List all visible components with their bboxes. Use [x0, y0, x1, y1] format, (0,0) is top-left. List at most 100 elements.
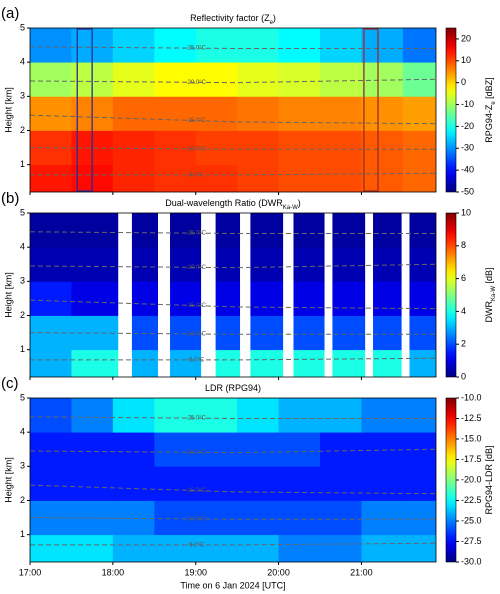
heatmap-cell [293, 213, 325, 248]
isotherm-label: -25.0°C [186, 231, 207, 237]
heatmap-cell [361, 130, 404, 166]
heatmap-cell [332, 349, 366, 377]
text-part: DWR [484, 301, 494, 323]
panel-label: (c) [1, 375, 19, 392]
heatmap-cell [402, 28, 436, 63]
isotherm-label: -10.0°C [186, 147, 207, 153]
heatmap-cell [71, 432, 114, 467]
isotherm-label: -5.0°C [187, 357, 205, 363]
isotherm [30, 542, 436, 546]
plot-frame [29, 27, 437, 193]
heatmap-cell [154, 96, 197, 131]
heatmap-cell [361, 28, 404, 63]
x-tick-label: 18:00 [102, 567, 125, 577]
heatmap-cell [30, 164, 72, 192]
heatmap-cell [409, 349, 436, 377]
heatmap-cell [320, 398, 362, 433]
heatmap-cell [402, 534, 436, 562]
plot-area: -25.0°C -20.0°C -15.0°C -10.0°C -5.0°C [30, 213, 436, 377]
heatmap-cell [278, 62, 321, 97]
y-tick-label: 2 [20, 495, 25, 505]
heatmap-cell [402, 500, 436, 536]
heatmap-cell [30, 281, 72, 316]
text-part: Dual-wavelength Ratio (DWR [165, 198, 283, 208]
heatmap-cell [195, 432, 238, 467]
text-part: LDR (RPG94) [205, 383, 261, 393]
heatmap-cell [131, 281, 158, 316]
heatmap-cell [237, 466, 279, 501]
y-tick-label: 4 [20, 427, 25, 437]
heatmap-cell [409, 213, 436, 248]
heatmap-cell [131, 349, 158, 377]
heatmap-cell [71, 349, 119, 377]
colorbar-label: DWRKa-W [dB] [484, 267, 496, 322]
heatmap-cell [320, 500, 362, 536]
colorbar-tick-label: -50 [461, 186, 474, 196]
heatmap-cell [409, 281, 436, 316]
heatmap-cell [170, 315, 202, 351]
heatmap-cell [30, 398, 72, 433]
heatmap-cell [293, 349, 325, 377]
heatmap-cell [195, 398, 238, 433]
heatmap-cell [409, 315, 436, 351]
heatmap-cell [320, 164, 362, 192]
heatmap-cell [278, 96, 321, 131]
heatmap-cell [332, 281, 366, 316]
y-tick-label: 4 [20, 242, 25, 252]
y-tick-label: 1 [20, 159, 25, 169]
isotherm [30, 448, 436, 454]
heatmap-cell [278, 534, 321, 562]
colorbar-tick-label: 6 [461, 273, 466, 283]
heatmap-cell [293, 281, 325, 316]
heatmap-cell [154, 466, 197, 501]
heatmap-cell [278, 466, 321, 501]
colorbar-tick-label: 2 [461, 339, 466, 349]
text-part: [dBZ] [484, 77, 494, 101]
heatmap-cell [195, 96, 238, 131]
heatmap-cell [112, 96, 155, 131]
y-axis-label: Height [km] [3, 272, 13, 318]
heatmap-cell [237, 96, 279, 131]
y-tick-label: 4 [20, 57, 25, 67]
x-tick-label: 21:00 [350, 567, 373, 577]
isotherm [30, 231, 436, 234]
heatmap-cell [373, 315, 402, 351]
heatmap-cell [131, 315, 158, 351]
heatmap-cell [402, 466, 436, 501]
heatmap-cell [373, 349, 402, 377]
heatmap-cell [237, 130, 279, 166]
heatmap-cell [361, 432, 404, 467]
heatmap-cell [237, 28, 279, 63]
colorbar-tick-label: -20 [461, 121, 474, 131]
heatmap-cell [195, 466, 238, 501]
heatmap-cell [250, 349, 284, 377]
heatmap-cell [361, 466, 404, 501]
text-part: Ka-W [491, 286, 497, 301]
colorbar-tick-label: -25.0 [461, 515, 482, 525]
isotherm-label: -20.0°C [186, 450, 207, 456]
heatmap-cell [237, 398, 279, 433]
heatmap-cell [170, 247, 202, 282]
text-part: e [491, 101, 497, 105]
heatmap-cell [154, 130, 197, 166]
panel-title: Reflectivity factor (Ze) [190, 13, 276, 25]
heatmap-cell [402, 96, 436, 131]
y-tick-label: 5 [20, 207, 25, 217]
heatmap-cell [195, 500, 238, 536]
y-tick-label: 3 [20, 276, 25, 286]
heatmap-cell [293, 315, 325, 351]
heatmap-cell [71, 213, 119, 248]
plot-area: -25.0°C -20.0°C -15.0°C -10.0°C -5.0°C [30, 28, 436, 192]
heatmap-cell [154, 28, 197, 63]
heatmap-cell [71, 281, 119, 316]
heatmap-cell [320, 28, 362, 63]
heatmap-cell [30, 213, 72, 248]
colorbar-tick-label: 10 [461, 55, 471, 65]
heatmap-cell [332, 315, 366, 351]
x-tick-label: 20:00 [267, 567, 290, 577]
heatmap-cell [320, 466, 362, 501]
heatmap-cell [131, 213, 158, 248]
heatmap-cell [320, 96, 362, 131]
colorbar-tick-label: 0 [461, 77, 466, 87]
